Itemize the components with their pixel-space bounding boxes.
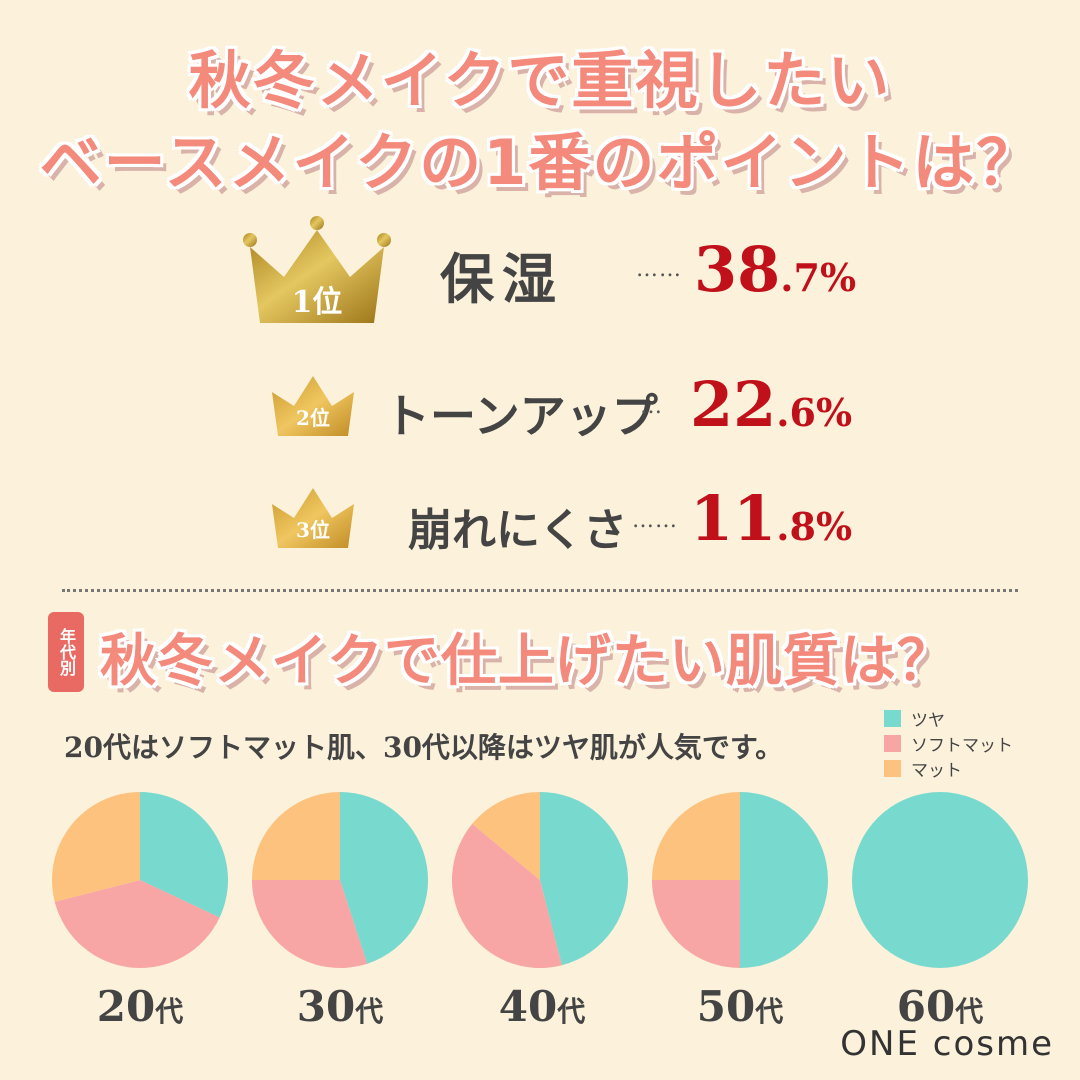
gold-crown-icon: 3位 [270, 484, 356, 550]
rank-dots: …… [636, 257, 682, 282]
pie-charts [52, 792, 1028, 968]
rank-label: 1位 [291, 285, 343, 320]
rank-row-1: 1位 保湿 …… 38.7% [0, 215, 1080, 345]
pie-slice-20代-ソフトマット [54, 880, 220, 968]
pie-slice-20代-マット [52, 792, 140, 902]
legend-label: ツヤ [911, 711, 945, 731]
legend-label: ソフトマット [911, 736, 1013, 756]
pie-slice-50代-マット [652, 792, 740, 880]
rank-name: 保湿 [440, 247, 564, 311]
pie-slice-20代-ツヤ [140, 792, 229, 918]
rank-row-2: 2位 トーンアップ … 22.6% [0, 368, 1080, 443]
pie-slice-30代-マット [252, 792, 340, 880]
legend-label: マット [911, 761, 962, 781]
age-label-50: 50代 [696, 982, 784, 1031]
age-tag-badge: 年代別 [48, 612, 84, 692]
gold-crown-icon: 2位 [270, 372, 356, 438]
section-title: 秋冬メイクで仕上げたい肌質は？ [100, 629, 954, 694]
main-title-line-2: ベースメイクの1番のポイントは？ [39, 126, 1041, 199]
pie-slice-30代-ツヤ [340, 792, 428, 964]
dotted-divider [62, 589, 1018, 592]
rank-row-3: 3位 崩れにくさ …… 11.8% [0, 482, 1080, 556]
rank-label: 2位 [296, 406, 330, 430]
rank-percent: 11.8% [690, 482, 853, 555]
age-label-20: 20代 [96, 982, 184, 1031]
gold-crown-icon: 1位 [242, 215, 392, 327]
legend-swatch [884, 710, 901, 727]
rank-dots: …… [632, 508, 678, 533]
main-title-line-1: 秋冬メイクで重視したい [188, 44, 892, 117]
pie-slice-40代-ツヤ [540, 792, 628, 966]
pie-slice-50代-ツヤ [740, 792, 828, 968]
legend-item-soft-matte: ソフトマット [884, 731, 1013, 756]
rank-label: 3位 [296, 518, 330, 542]
rank-name: 崩れにくさ [408, 505, 628, 556]
legend-swatch [884, 735, 901, 752]
age-label-40: 40代 [498, 982, 586, 1031]
legend-swatch [884, 760, 901, 777]
section-note: 20代はソフトマット肌、30代以降はツヤ肌が人気です。 [64, 731, 784, 764]
pie-slice-40代-ソフトマット [451, 823, 562, 968]
age-label-60: 60代 [896, 982, 984, 1031]
rank-name: トーンアップ [384, 389, 658, 443]
legend-item-tsuya: ツヤ [884, 706, 1013, 731]
rank-dots: … [640, 394, 663, 419]
pie-slice-60代-ツヤ [852, 792, 1028, 968]
pie-slice-50代-ソフトマット [652, 880, 740, 968]
brand-logo: ONE cosme [840, 1024, 1054, 1064]
rank-percent: 38.7% [694, 233, 857, 306]
chart-legend: ツヤ ソフトマット マット [884, 706, 1013, 781]
legend-item-matte: マット [884, 756, 1013, 781]
pie-slice-40代-マット [472, 792, 540, 880]
pie-slice-30代-ソフトマット [252, 880, 368, 968]
age-label-30: 30代 [296, 982, 384, 1031]
rank-percent: 22.6% [690, 368, 853, 441]
